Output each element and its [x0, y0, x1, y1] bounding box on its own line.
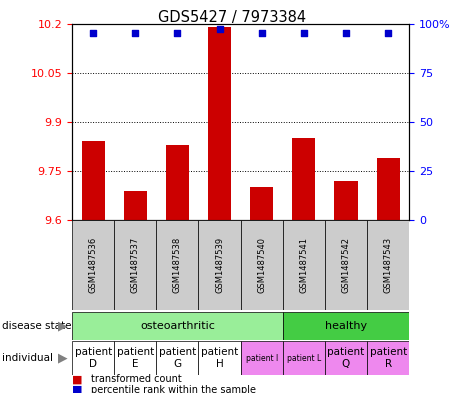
Text: ▶: ▶	[58, 319, 67, 332]
Bar	[250, 187, 273, 220]
Text: individual: individual	[2, 353, 53, 363]
Text: transformed count: transformed count	[91, 374, 181, 384]
Bar	[72, 312, 283, 340]
Text: GSM1487537: GSM1487537	[131, 237, 140, 294]
Bar	[156, 220, 199, 310]
Text: GDS5427 / 7973384: GDS5427 / 7973384	[159, 10, 306, 25]
Text: GSM1487541: GSM1487541	[299, 237, 308, 293]
Bar	[377, 158, 400, 220]
Bar	[114, 341, 156, 375]
Point	[174, 30, 181, 37]
Bar	[241, 220, 283, 310]
Bar	[199, 341, 241, 375]
Text: patient I: patient I	[246, 354, 278, 362]
Text: healthy: healthy	[325, 321, 367, 331]
Text: patient
R: patient R	[370, 347, 407, 369]
Text: patient
D: patient D	[74, 347, 112, 369]
Text: patient L: patient L	[287, 354, 321, 362]
Bar	[199, 220, 241, 310]
Text: GSM1487538: GSM1487538	[173, 237, 182, 294]
Point	[89, 30, 97, 37]
Bar	[114, 220, 156, 310]
Point	[258, 30, 266, 37]
Text: percentile rank within the sample: percentile rank within the sample	[91, 385, 256, 393]
Text: patient
H: patient H	[201, 347, 238, 369]
Point	[300, 30, 307, 37]
Bar	[166, 145, 189, 220]
Text: ▶: ▶	[58, 351, 67, 365]
Bar	[156, 341, 199, 375]
Bar	[334, 181, 358, 220]
Bar	[208, 27, 231, 220]
Text: patient
E: patient E	[117, 347, 154, 369]
Bar	[283, 312, 409, 340]
Text: GSM1487539: GSM1487539	[215, 237, 224, 293]
Text: osteoarthritic: osteoarthritic	[140, 321, 215, 331]
Text: GSM1487536: GSM1487536	[89, 237, 98, 294]
Text: ■: ■	[72, 385, 83, 393]
Bar	[325, 220, 367, 310]
Text: patient
Q: patient Q	[327, 347, 365, 369]
Text: disease state: disease state	[2, 321, 72, 331]
Point	[342, 30, 350, 37]
Point	[216, 26, 223, 33]
Text: GSM1487543: GSM1487543	[384, 237, 392, 293]
Bar	[325, 341, 367, 375]
Bar	[81, 141, 105, 220]
Point	[132, 30, 139, 37]
Text: GSM1487542: GSM1487542	[341, 237, 351, 293]
Bar	[367, 220, 409, 310]
Text: GSM1487540: GSM1487540	[257, 237, 266, 293]
Bar	[72, 341, 114, 375]
Bar	[283, 220, 325, 310]
Bar	[292, 138, 315, 220]
Bar	[124, 191, 147, 220]
Point	[385, 30, 392, 37]
Bar	[72, 220, 114, 310]
Text: ■: ■	[72, 374, 83, 384]
Text: patient
G: patient G	[159, 347, 196, 369]
Bar	[367, 341, 409, 375]
Bar	[241, 341, 283, 375]
Bar	[283, 341, 325, 375]
